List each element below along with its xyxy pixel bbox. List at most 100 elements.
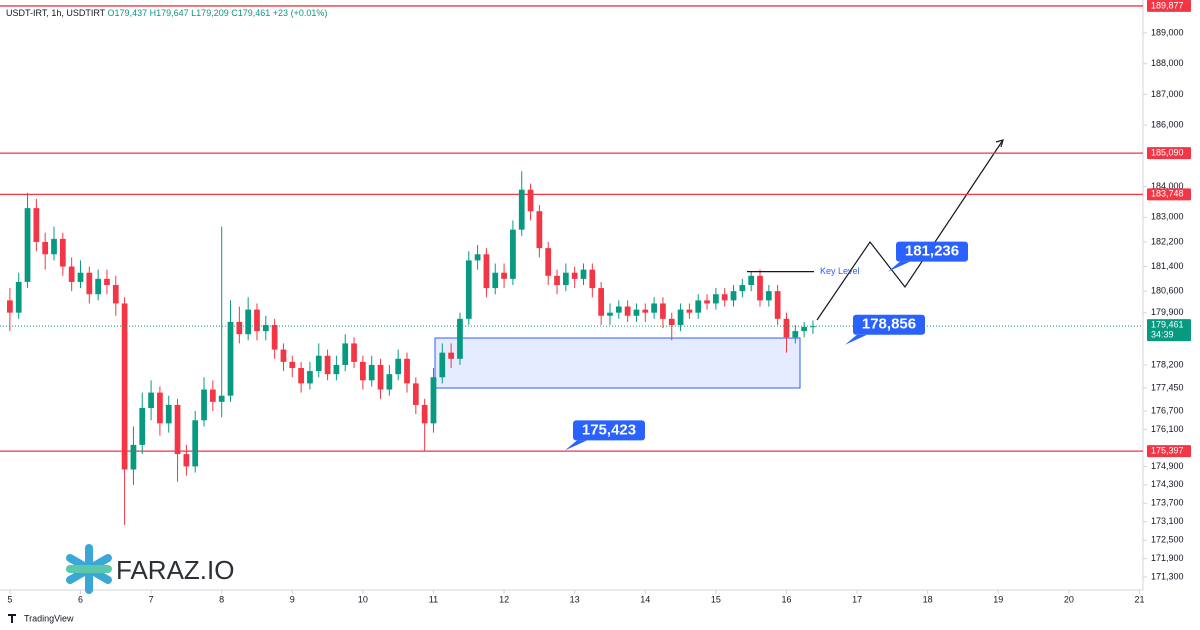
candle-body	[236, 321, 243, 335]
candle-body	[68, 266, 75, 282]
y-tick-label: 181,400	[1151, 261, 1184, 271]
candle-body	[651, 303, 657, 313]
x-tick-label: 6	[78, 594, 83, 604]
candle-body	[554, 275, 560, 286]
x-tick-label: 17	[852, 594, 862, 604]
footer-brand: TradingView	[24, 613, 74, 623]
candle-body	[395, 358, 402, 375]
callout-pointer	[845, 334, 867, 345]
candle-body	[774, 291, 781, 319]
x-tick-label: 7	[149, 594, 154, 604]
candle-body	[633, 309, 640, 316]
level-label: 185,090	[1151, 147, 1184, 157]
ohlc-low: L179,209	[191, 8, 229, 18]
level-label: 175,397	[1151, 445, 1184, 455]
logo-text: FARAZ.IO	[116, 555, 234, 585]
x-tick-label: 8	[219, 594, 224, 604]
level-label: 189,877	[1151, 0, 1184, 10]
x-tick-label: 19	[993, 594, 1003, 604]
candle-body	[157, 392, 163, 424]
candle-body	[42, 241, 49, 255]
level-label-bg	[1147, 147, 1191, 160]
candle-body	[792, 331, 799, 338]
x-tick-label: 13	[570, 594, 580, 604]
candle-body	[165, 404, 172, 424]
last-price-bg	[1147, 319, 1191, 342]
candle-body	[307, 371, 313, 384]
candle-body	[139, 407, 146, 445]
candle-body	[227, 321, 234, 396]
symbol: USDT-IRT, 1h, USDTIRT	[6, 8, 106, 18]
candle-body	[545, 248, 552, 276]
logo-icon	[66, 544, 112, 594]
y-tick-label: 174,300	[1151, 479, 1184, 489]
chart-header: USDT-IRT, 1h, USDTIRT O179,437 H179,647 …	[6, 8, 327, 18]
x-tick-label: 14	[640, 594, 650, 604]
candle-body	[704, 300, 710, 304]
candle-body	[254, 309, 260, 332]
candle-body	[174, 404, 181, 455]
ohlc-high: H179,647	[150, 8, 189, 18]
candle-body	[104, 278, 110, 286]
candle-body	[271, 324, 278, 350]
y-tick-label: 186,000	[1151, 120, 1184, 130]
candle-body	[501, 272, 507, 279]
y-tick-label: 174,900	[1151, 461, 1184, 471]
ohlc-change: +23 (+0.01%)	[273, 8, 328, 18]
y-tick-label: 187,000	[1151, 89, 1184, 99]
x-tick-label: 9	[290, 594, 295, 604]
candle-body	[439, 352, 446, 378]
candle-body	[7, 300, 13, 313]
projection-path	[816, 139, 1004, 321]
candle-body	[783, 318, 790, 338]
y-tick-label: 180,600	[1151, 286, 1184, 296]
ohlc-open: O179,437	[108, 8, 148, 18]
callout-label: 181,236	[905, 243, 959, 260]
candle-body	[77, 272, 84, 282]
y-tick-label: 184,000	[1151, 181, 1184, 191]
candle-body	[315, 355, 322, 372]
candle-body	[686, 309, 693, 313]
level-label: 183,748	[1151, 189, 1184, 199]
candle-body	[642, 309, 649, 313]
candle-body	[412, 383, 419, 405]
candle-body	[209, 389, 216, 402]
candle-body	[377, 364, 384, 390]
candle-body	[457, 318, 463, 359]
y-tick-label: 176,700	[1151, 405, 1184, 415]
candle-body	[342, 343, 349, 365]
y-tick-label: 178,200	[1151, 359, 1184, 369]
y-tick-label: 171,900	[1151, 553, 1184, 563]
candle-body	[86, 272, 93, 295]
candle-body	[298, 368, 304, 384]
key-level-label: Key Level	[820, 266, 860, 276]
candle-body	[465, 260, 472, 319]
y-tick-label: 188,000	[1151, 58, 1184, 68]
candle-body	[324, 355, 331, 375]
candle-body	[624, 306, 631, 316]
x-tick-label: 15	[711, 594, 721, 604]
candle-body	[589, 269, 596, 289]
x-tick-label: 20	[1064, 594, 1074, 604]
candle-body	[448, 352, 454, 359]
candle-body	[527, 189, 534, 212]
candle-body	[721, 294, 728, 301]
candle-body	[483, 254, 490, 289]
candle-body	[518, 189, 525, 230]
demand-zone	[434, 337, 801, 389]
x-tick-label: 21	[1134, 594, 1144, 604]
candle-body	[112, 285, 119, 304]
candle-body	[492, 272, 499, 289]
candle-body	[810, 326, 816, 328]
x-tick-label: 11	[429, 594, 438, 604]
candle-body	[280, 349, 287, 362]
candle-body	[801, 326, 807, 332]
callout-box	[853, 314, 925, 335]
countdown: 34:39	[1151, 330, 1174, 340]
y-tick-label: 173,100	[1151, 516, 1184, 526]
candle-body	[510, 229, 516, 279]
candle-body	[121, 303, 128, 470]
candle-body	[95, 278, 102, 295]
callout-pointer	[888, 261, 910, 272]
candle-body	[148, 392, 154, 408]
